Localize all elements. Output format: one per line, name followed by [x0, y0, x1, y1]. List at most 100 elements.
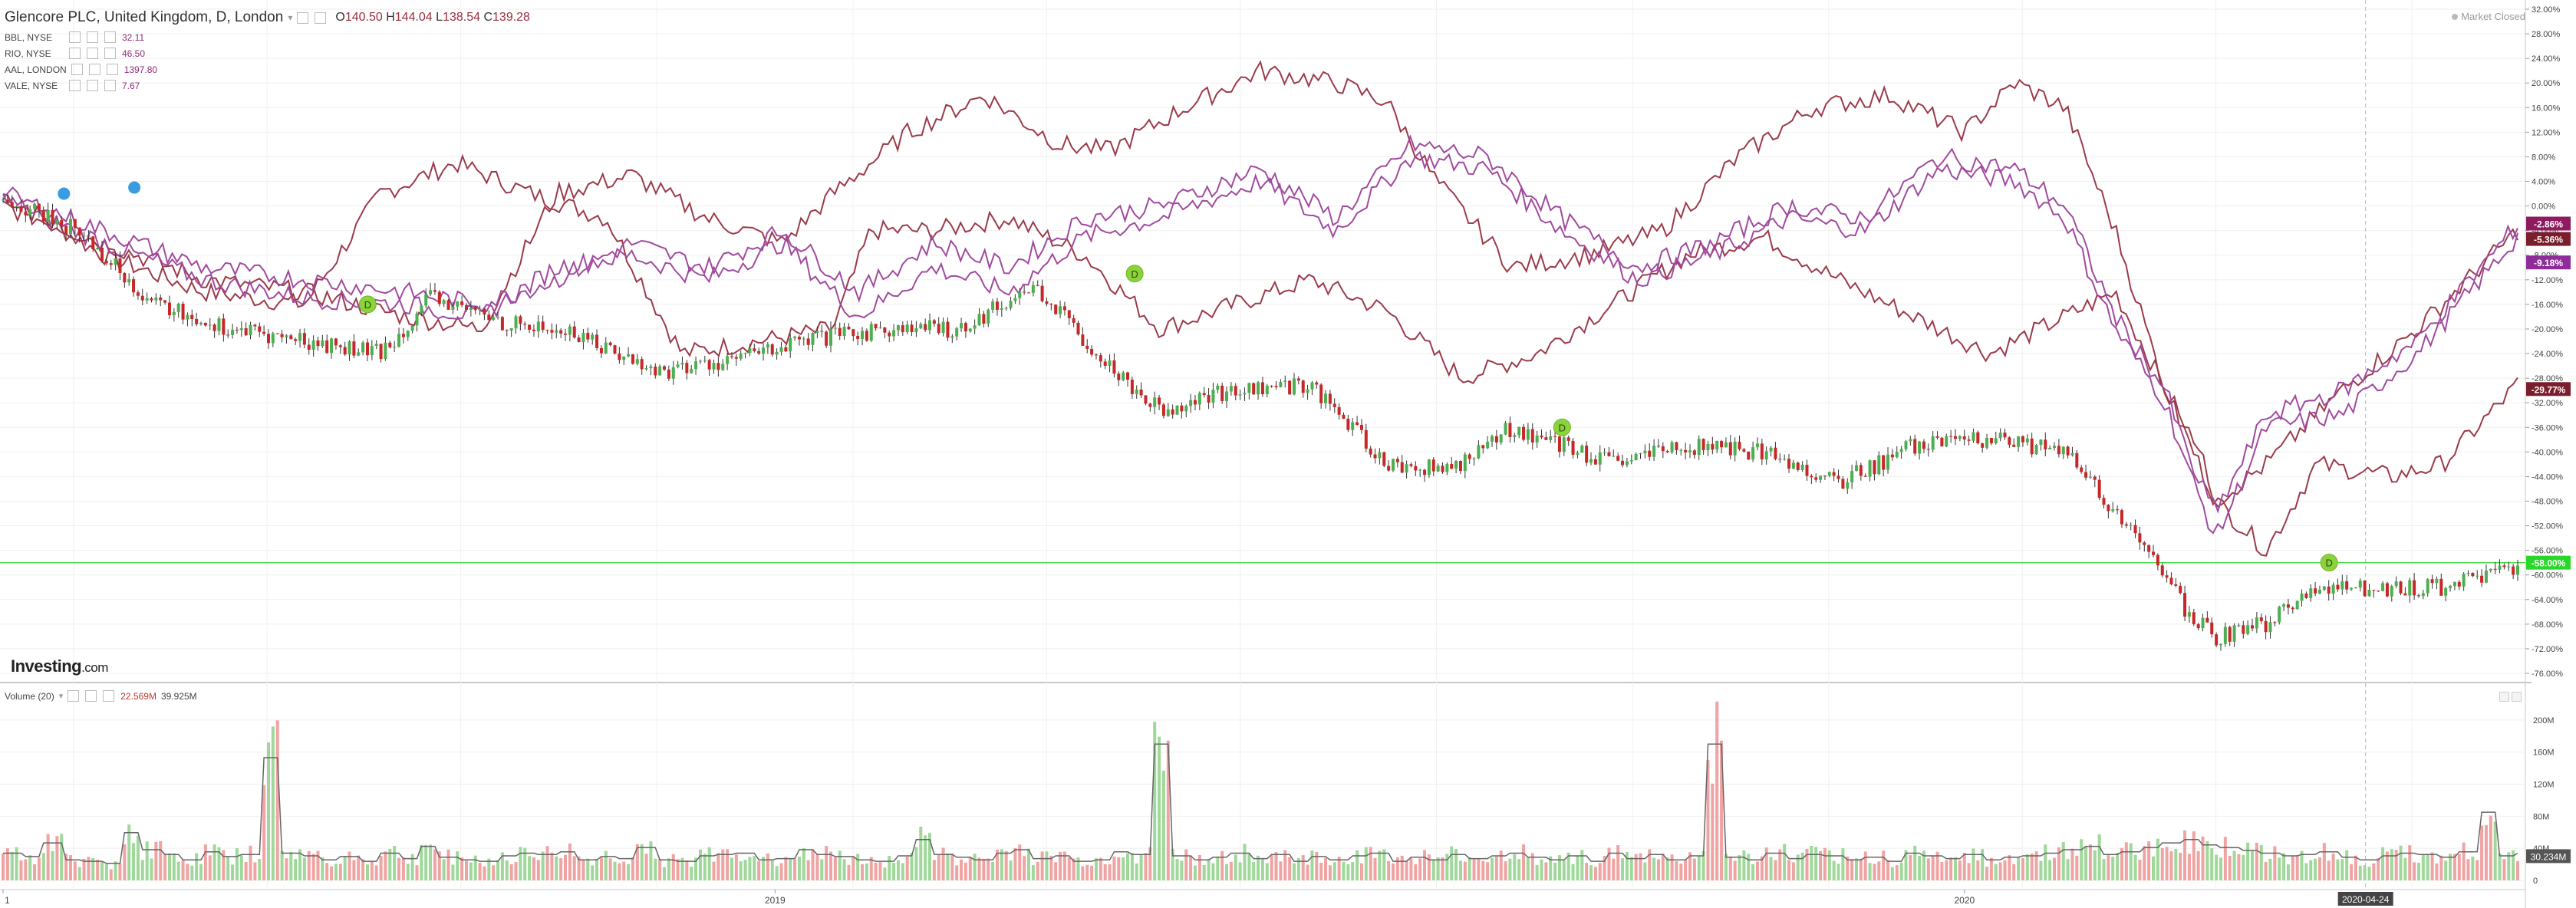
- volume-bar: [1207, 859, 1211, 880]
- candle-body: [730, 356, 733, 357]
- settings-box-icon[interactable]: [297, 12, 309, 24]
- chevron-down-icon[interactable]: ▾: [58, 692, 64, 701]
- settings-box-icon[interactable]: [69, 80, 81, 91]
- volume-bar: [762, 857, 766, 880]
- settings-box-icon[interactable]: [71, 64, 83, 75]
- volume-bar: [2246, 842, 2250, 880]
- candle-body: [2057, 446, 2060, 455]
- compare-legend-row[interactable]: RIO, NYSE 46.50: [5, 45, 530, 61]
- candle-body: [1072, 317, 1076, 323]
- compare-legend-row[interactable]: AAL, LONDON 1397.80: [5, 61, 530, 77]
- candle-body: [1054, 304, 1058, 314]
- volume-bar: [262, 785, 266, 880]
- volume-bar: [676, 859, 680, 880]
- settings-box-icon[interactable]: [69, 31, 81, 43]
- compare-name[interactable]: BBL, NYSE: [5, 31, 53, 43]
- candle-body: [104, 261, 108, 264]
- pane-maximize-icon[interactable]: [2499, 692, 2509, 702]
- close-box-icon[interactable]: [104, 80, 116, 91]
- candle-body: [2516, 565, 2519, 575]
- candle-body: [1013, 298, 1017, 301]
- volume-average-line: [3, 743, 2518, 864]
- volume-bar: [1850, 859, 1854, 880]
- price-tick-label: -44.00%: [2532, 472, 2563, 482]
- candle-body: [365, 342, 369, 356]
- volume-bar: [212, 844, 216, 880]
- volume-bar: [1540, 859, 1543, 880]
- hide-box-icon[interactable]: [87, 48, 98, 59]
- candle-body: [1310, 382, 1314, 390]
- volume-bar: [2070, 848, 2074, 880]
- volume-bar: [1517, 859, 1521, 880]
- candle-body: [460, 301, 464, 305]
- candle-body: [2120, 510, 2123, 525]
- volume-bar: [806, 860, 810, 880]
- candle-body: [167, 302, 171, 316]
- volume-bar: [199, 864, 203, 880]
- volume-bar: [266, 742, 270, 880]
- volume-bar: [1225, 864, 1229, 880]
- candle-body: [235, 330, 239, 331]
- close-box-icon[interactable]: [104, 31, 116, 43]
- candle-body: [1463, 454, 1467, 472]
- last-value-labels: -2.86% -5.36% -9.18% -29.77% -58.00%: [2526, 216, 2571, 570]
- hide-box-icon[interactable]: [87, 80, 98, 91]
- volume-bar: [2408, 845, 2412, 880]
- main-symbol-legend[interactable]: Glencore PLC, United Kingdom, D, London …: [5, 6, 530, 29]
- volume-bar: [523, 847, 527, 880]
- close-box-icon[interactable]: [104, 48, 116, 59]
- pane-close-icon[interactable]: [2512, 692, 2522, 702]
- hide-box-icon[interactable]: [85, 690, 97, 702]
- compare-name[interactable]: AAL, LONDON: [5, 64, 67, 75]
- volume-bar: [1418, 858, 1422, 880]
- candle-body: [618, 354, 621, 360]
- volume-title[interactable]: Volume (20): [5, 690, 54, 702]
- candle-body: [1324, 393, 1328, 403]
- volume-bar: [2255, 842, 2258, 880]
- candle-body: [212, 324, 216, 331]
- close-box-icon[interactable]: [106, 64, 118, 75]
- price-tick-label: -76.00%: [2532, 669, 2563, 679]
- compare-legend-row[interactable]: VALE, NYSE 7.67: [5, 77, 530, 94]
- candle-body: [1207, 395, 1211, 403]
- volume-bar: [1868, 863, 1872, 880]
- settings-box-icon[interactable]: [68, 690, 80, 702]
- candle-body: [325, 340, 329, 354]
- candle-body: [2462, 574, 2466, 587]
- hide-box-icon[interactable]: [87, 31, 98, 43]
- close-box-icon[interactable]: [315, 12, 327, 24]
- dividend-marker-label: D: [1559, 422, 1566, 433]
- volume-bar: [1494, 856, 1498, 880]
- compare-name[interactable]: VALE, NYSE: [5, 80, 58, 91]
- candle-body: [658, 366, 662, 376]
- candle-body: [1648, 450, 1652, 457]
- candle-body: [595, 334, 599, 348]
- chevron-down-icon[interactable]: ▾: [288, 12, 293, 23]
- volume-bar: [2390, 849, 2393, 880]
- volume-bar: [627, 864, 631, 880]
- volume-bar: [410, 854, 414, 880]
- volume-bar: [1976, 860, 1980, 880]
- volume-bar: [1405, 861, 1408, 880]
- volume-legend[interactable]: Volume (20) ▾ 22.569M 39.925M: [5, 690, 197, 702]
- volume-bar: [1175, 859, 1179, 880]
- candle-body: [734, 357, 738, 359]
- hide-box-icon[interactable]: [88, 64, 100, 75]
- close-box-icon[interactable]: [103, 690, 115, 702]
- main-symbol-title[interactable]: Glencore PLC, United Kingdom, D, London: [5, 9, 284, 25]
- candle-body: [114, 258, 117, 265]
- volume-bar: [680, 857, 684, 880]
- candle-body: [1387, 466, 1391, 471]
- volume-bar: [302, 857, 306, 880]
- candle-body: [680, 363, 684, 365]
- settings-box-icon[interactable]: [69, 48, 81, 59]
- volume-bar: [2340, 859, 2344, 880]
- candle-body: [1090, 348, 1094, 355]
- compare-legend-row[interactable]: BBL, NYSE 32.11: [5, 29, 530, 45]
- volume-bar: [2268, 858, 2272, 880]
- volume-bar: [1085, 864, 1089, 880]
- compare-name[interactable]: RIO, NYSE: [5, 48, 51, 59]
- volume-bar: [635, 844, 639, 880]
- volume-bar: [2066, 859, 2070, 880]
